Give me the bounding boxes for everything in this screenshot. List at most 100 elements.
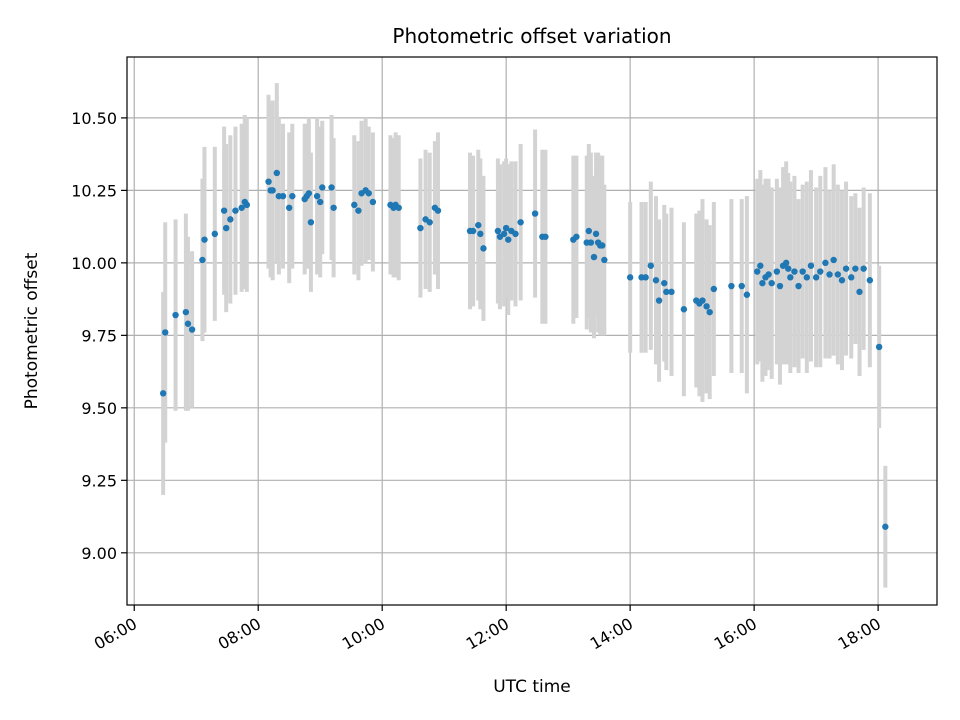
data-point [201,236,208,243]
data-point [807,262,815,269]
data-point [703,303,710,310]
data-point [787,274,794,281]
data-point [426,219,433,226]
data-point [601,256,608,264]
data-point [710,285,718,293]
data-point [663,288,670,296]
data-point [227,216,234,223]
data-point [265,178,272,185]
data-point [680,306,688,313]
data-point [757,262,764,269]
data-point [505,236,512,243]
data-point [838,277,846,284]
data-point [776,282,784,290]
data-point [599,242,606,249]
data-point [822,259,829,267]
data-point [512,230,519,238]
data-point [494,227,502,235]
data-point [542,233,549,240]
data-point [369,198,377,206]
data-point [626,274,634,281]
data-point [184,320,192,327]
y-tick-label: 9.25 [81,471,117,490]
data-point [286,204,293,211]
data-point [307,219,315,226]
data-point [243,201,251,209]
data-point [652,277,660,284]
data-point [211,230,219,238]
data-point [313,192,321,200]
data-point [668,288,675,296]
data-point [590,253,598,261]
data-point [882,523,889,530]
data-point [502,224,510,232]
data-point [782,259,790,267]
data-point [328,184,335,191]
data-point [795,282,802,290]
data-point [765,271,772,278]
data-point [699,297,706,304]
data-point [238,204,245,211]
data-point [830,256,837,264]
data-point [319,184,326,191]
data-point [812,274,820,281]
data-point [647,262,655,269]
y-axis-label: Photometric offset [22,252,42,409]
y-tick-label: 10.00 [71,254,117,273]
data-point [365,190,372,197]
y-tick-label: 9.00 [81,544,117,563]
data-point [500,230,508,238]
data-point [585,227,593,235]
data-point [826,271,833,278]
data-point [305,190,313,197]
data-point [768,279,775,287]
data-point [279,192,287,200]
data-point [852,265,859,272]
data-point [728,282,735,290]
data-point [182,308,190,316]
data-point [395,204,402,211]
data-point [222,224,230,232]
x-axis-label: UTC time [493,677,571,697]
data-point [856,288,863,296]
data-point [842,265,850,272]
data-point [159,390,167,397]
data-point [199,256,206,264]
data-point [477,230,484,238]
plot-frame [126,56,938,606]
data-point [351,201,358,209]
data-point [269,187,276,194]
data-point [875,343,883,351]
data-point [587,239,595,246]
data-point [785,265,792,272]
data-points [159,169,889,530]
data-point [317,198,324,206]
data-point [220,207,228,214]
data-point [480,245,487,252]
data-point [706,308,713,316]
data-point [866,277,874,284]
data-point [738,282,745,290]
data-point [330,204,337,211]
y-tick-label: 10.50 [71,109,117,128]
data-point [848,274,855,281]
data-point [355,207,362,214]
data-point [475,221,482,229]
y-tick-label: 10.25 [71,181,117,200]
data-point [172,311,179,319]
data-point [834,271,842,278]
data-point [803,274,811,281]
data-point [289,192,296,200]
y-tick-label: 9.75 [81,326,117,345]
data-point [469,227,477,235]
data-point [434,207,442,214]
data-point [573,233,580,240]
data-point [592,230,600,238]
data-point [661,279,668,287]
data-point [162,329,169,336]
data-point [860,265,867,272]
data-point [188,326,196,333]
y-tick-label: 9.50 [81,399,117,418]
data-point [417,224,424,232]
